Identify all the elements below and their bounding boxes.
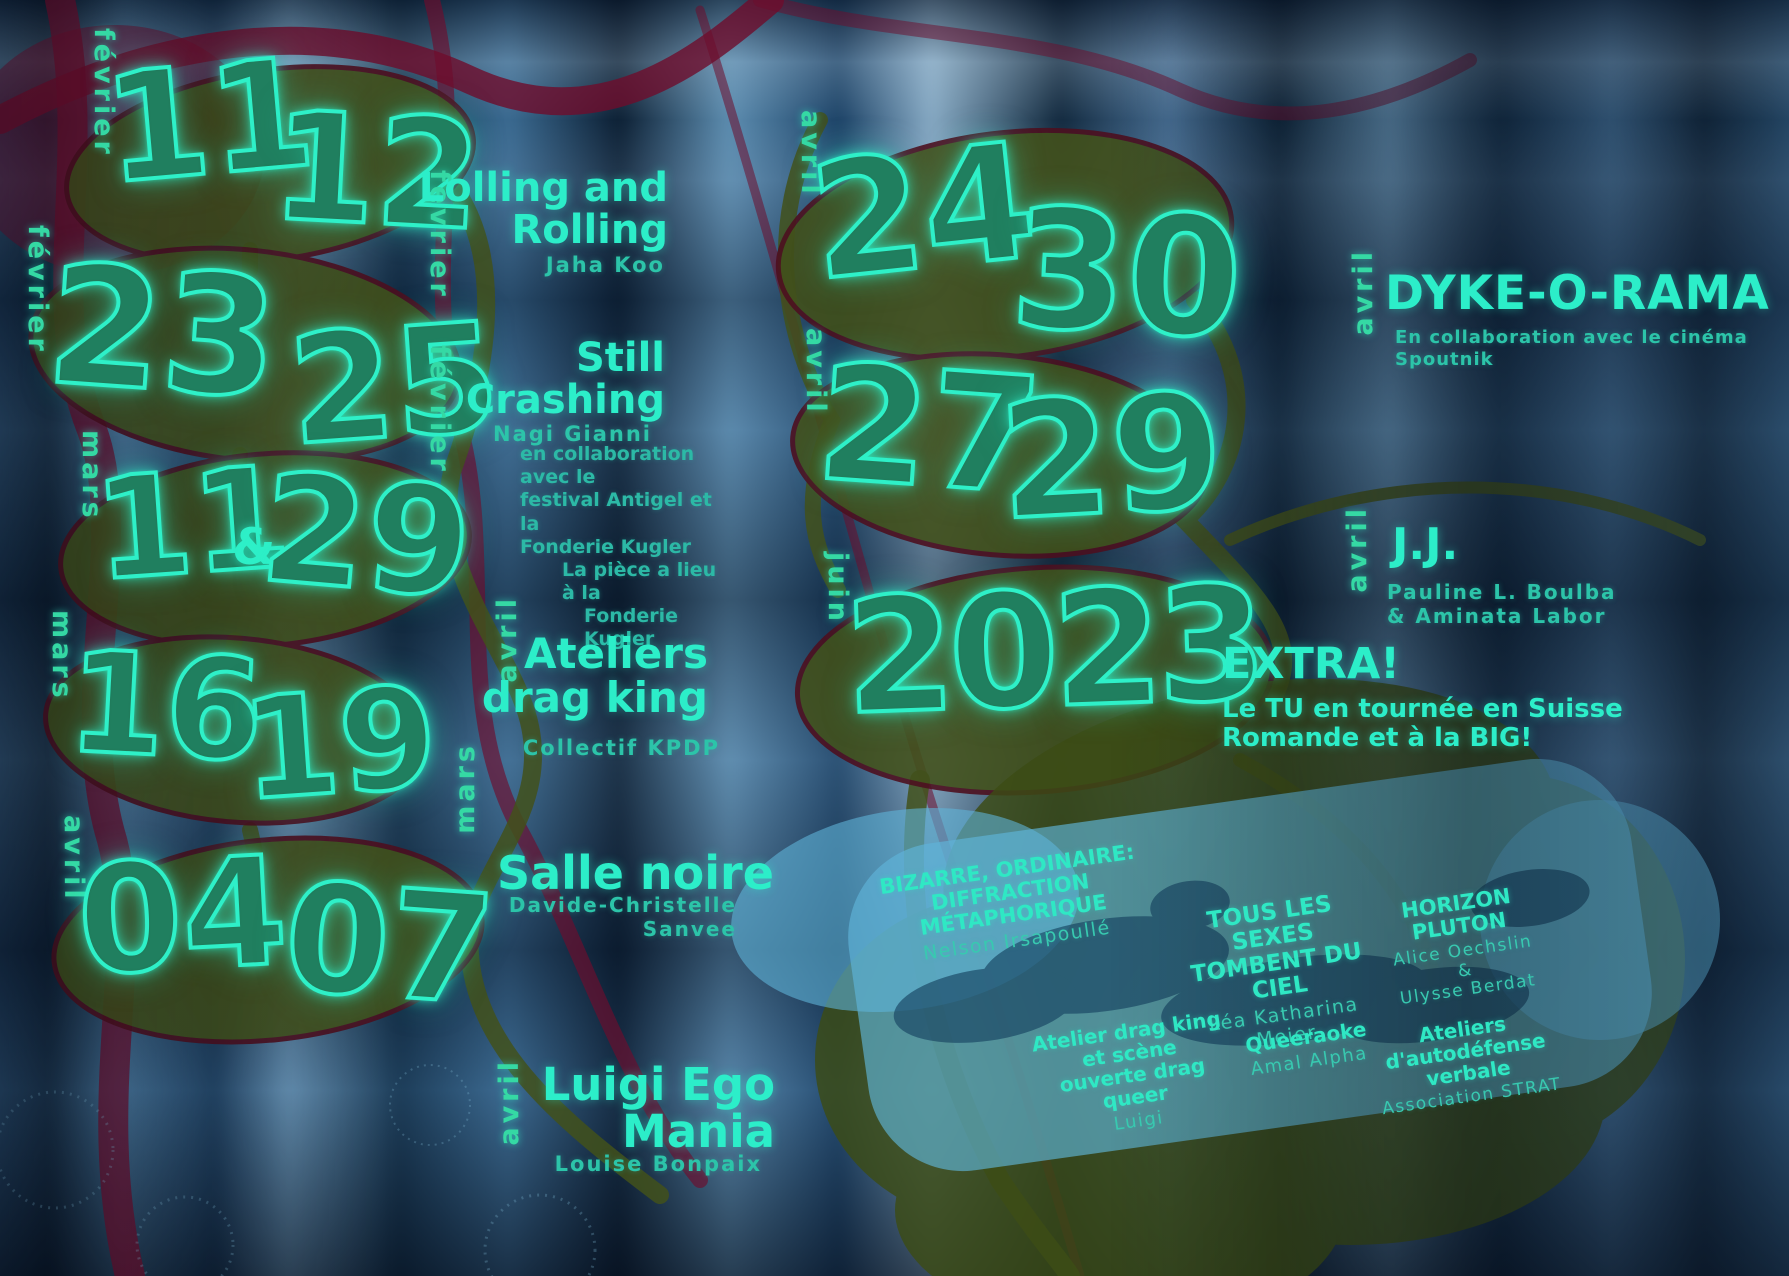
blue-program-blob [731, 758, 1720, 1172]
month-label-juin: juin [822, 552, 853, 625]
date-19-mars: 19 [235, 654, 445, 834]
month-label-mars-1: mars [76, 430, 107, 522]
event-artist-nagi-gianni: Nagi Gianni [493, 422, 652, 446]
month-label-avril-4: avril [795, 110, 826, 198]
event-title-salle-noire: Salle noire [497, 846, 774, 900]
event-artist-jaha-koo: Jaha Koo [545, 253, 665, 277]
month-label-avril-6: avril [800, 328, 831, 416]
date-joiner-ampersand: & [232, 518, 276, 576]
date-07-avril: 07 [277, 849, 501, 1041]
event-title-ateliers-drag-king: Ateliers drag king [481, 629, 708, 722]
event-artist-louise-bonpaix: Louise Bonpaix [554, 1152, 762, 1176]
date-30-avril: 30 [1005, 170, 1248, 378]
date-16-mars: 16 [62, 619, 269, 796]
month-label-fevrier-4: février [424, 345, 455, 475]
date-29-avril-right: 29 [993, 355, 1229, 557]
event-title-jj: J.J. [1392, 519, 1459, 570]
date-04-avril: 04 [72, 823, 294, 1012]
date-year-2023: 2023 [840, 550, 1266, 752]
event-artist-boulba-labor: Pauline L. Boulba & Aminata Labor [1387, 580, 1617, 628]
month-label-avril-7: avril [1342, 505, 1373, 593]
event-title-still-crashing: Still Crashing [465, 335, 665, 423]
month-label-mars-3: mars [450, 742, 481, 834]
coral-texture [0, 1064, 597, 1276]
month-label-fevrier-3: février [22, 225, 53, 355]
month-label-avril-2: avril [58, 815, 89, 903]
event-title-lolling-and-rolling: Lolling and Rolling [418, 165, 668, 253]
month-label-fevrier-2: février [424, 170, 455, 300]
month-label-fevrier-1: février [88, 28, 119, 158]
date-29-avril: 29 [253, 439, 480, 635]
event-artist-collectif-kpdp: Collectif KPDP [522, 736, 720, 760]
program-item-horizon-pluton: HORIZON PLUTON Alice Oechslin & Ulysse B… [1375, 881, 1549, 1011]
event-subtitle-spoutnik: En collaboration avec le cinéma Spoutnik [1395, 327, 1748, 370]
month-label-mars-2: mars [46, 610, 77, 702]
date-24-avril: 24 [801, 105, 1046, 318]
extra-subtitle: Le TU en tournée en Suisse Romande et à … [1222, 694, 1623, 754]
event-note-antigel-kugler: en collaboration avec le festival Antige… [520, 443, 717, 651]
date-23-fevrier: 23 [40, 226, 286, 438]
green-date-blobs [28, 64, 1276, 1045]
event-title-dyke-o-rama: DYKE-O-RAMA [1385, 266, 1770, 321]
event-artist-davide-christelle-sanvee: Davide-Christelle Sanvee [508, 893, 737, 941]
extra-title: EXTRA! [1222, 639, 1400, 689]
event-title-luigi-ego-mania: Luigi Ego Mania [541, 1058, 775, 1158]
month-label-avril-5: avril [1348, 248, 1379, 336]
